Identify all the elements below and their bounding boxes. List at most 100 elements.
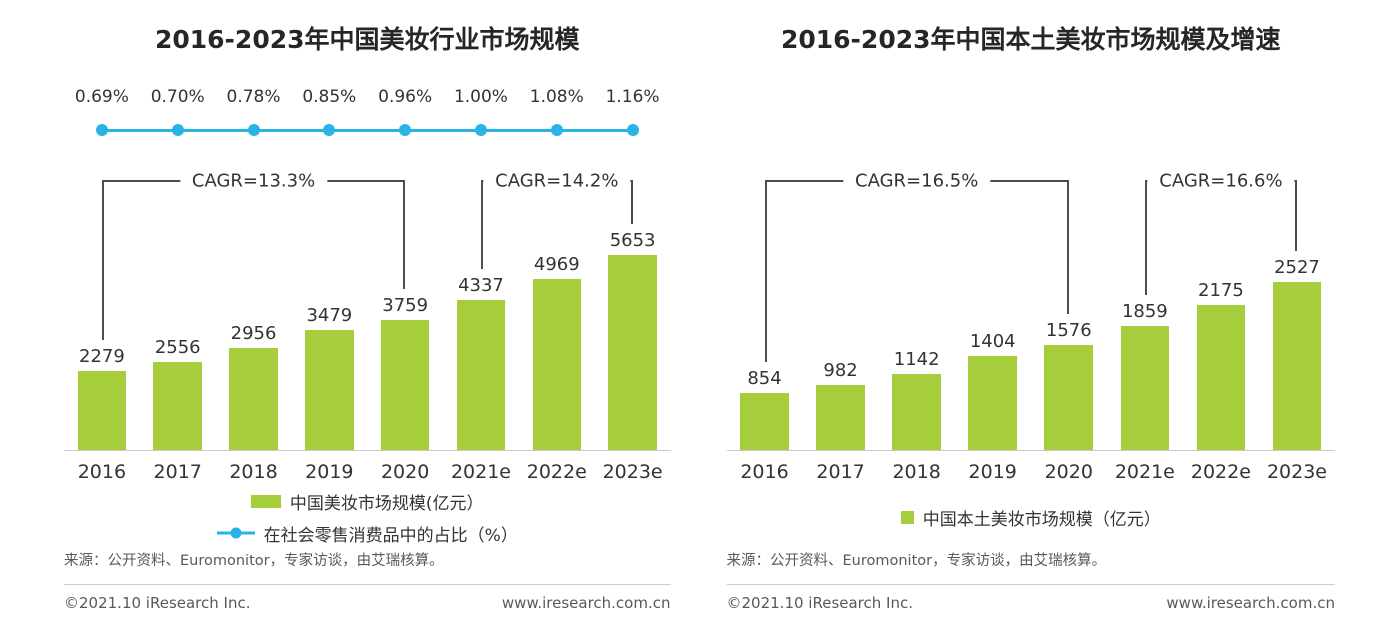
ratio-line-series (727, 110, 1336, 150)
bars-area: 2279 2556 2956 3479 3759 4337 4969 5653 (64, 150, 671, 450)
line-point-cell (519, 124, 595, 136)
bar (1272, 282, 1322, 450)
bar-value-label: 2175 (1198, 280, 1244, 301)
bar-value-label: 1859 (1121, 301, 1168, 322)
bar-column: 2175 (1183, 280, 1259, 450)
bracket-end-right (630, 181, 633, 224)
bar-value-label: 1142 (893, 349, 940, 370)
bar-value-label: 2956 (230, 323, 277, 344)
bar-value-label: 2556 (154, 337, 201, 358)
bar (892, 374, 941, 450)
bar (1044, 345, 1094, 450)
bar-value-label: 4337 (458, 275, 504, 296)
bracket-end-left (101, 181, 104, 340)
x-axis-labels: 2016 2017 2018 2019 2020 2021e 2022e 2023e (64, 451, 671, 484)
line-point-dot (247, 124, 260, 136)
bar-column: 1404 (955, 331, 1031, 450)
x-axis-label: 2018 (229, 461, 278, 483)
bracket-end-left (1144, 181, 1147, 295)
bar-column: 4969 (519, 254, 595, 450)
footer: ©2021.10 iResearch Inc. www.iresearch.co… (64, 584, 671, 612)
bar-column: 3759 (367, 295, 443, 450)
legend-label: 在社会零售消费品中的占比（%） (263, 525, 518, 546)
line-value-labels-row (727, 84, 1336, 110)
bar-swatch-icon (250, 494, 281, 508)
line-point-cell (291, 124, 367, 136)
line-point-dot (171, 124, 184, 136)
bar (740, 393, 789, 450)
legend: 中国美妆市场规模(亿元） 在社会零售消费品中的占比（%） (64, 484, 671, 550)
bar-column: 1859 (1107, 301, 1183, 450)
bar-column: 4337 (443, 275, 519, 450)
x-axis-label: 2019 (968, 461, 1017, 483)
x-axis-label: 2023e (1266, 461, 1327, 483)
bar-value-label: 1576 (1045, 320, 1092, 341)
copyright-text: ©2021.10 iResearch Inc. (64, 594, 251, 612)
bar-column: 2956 (216, 323, 292, 450)
bar (380, 320, 430, 450)
bar (532, 279, 582, 450)
x-axis-label: 2023e (602, 461, 663, 483)
chart-panel-china-domestic-beauty-market: 2016-2023年中国本土美妆市场规模及增速 854 982 1142 1404 15… (691, 0, 1381, 620)
bar (1196, 305, 1246, 450)
chart-title: 2016-2023年中国本土美妆市场规模及增速 (780, 25, 1281, 54)
bar-value-label: 3759 (382, 295, 429, 316)
bracket-end-right (1066, 181, 1069, 314)
line-value-labels-row: 0.69% 0.70% 0.78% 0.85% 0.96% 1.00% 1.08% 1.16% (64, 84, 671, 110)
x-axis-label: 2022e (1190, 461, 1251, 483)
bar (456, 300, 506, 450)
legend-label: 中国美妆市场规模(亿元） (289, 493, 484, 514)
line-value-label: 0.70% (150, 87, 205, 107)
bar-column: 3479 (291, 305, 367, 450)
bar-column: 2279 (64, 346, 140, 450)
bar-column: 2556 (140, 337, 216, 450)
line-point-dot (474, 124, 487, 136)
bar-column: 2527 (1259, 257, 1335, 450)
bar-value-label: 2527 (1274, 257, 1320, 278)
cagr-label: CAGR=16.5% (843, 170, 991, 192)
legend-label: 中国本土美妆市场规模（亿元） (922, 509, 1161, 530)
bar-column: 854 (727, 368, 803, 450)
cagr-bracket: CAGR=16.6% (1144, 170, 1297, 295)
bar-value-label: 5653 (609, 230, 656, 251)
line-point-cell (140, 124, 216, 136)
x-axis-label: 2018 (892, 461, 941, 483)
bars-area: 854 982 1142 1404 1576 1859 2175 2527 (727, 150, 1336, 450)
bar-column: 5653 (595, 230, 671, 450)
bar (608, 255, 657, 450)
bar (77, 371, 127, 450)
bar-column: 1576 (1031, 320, 1107, 450)
x-axis-label: 2016 (77, 461, 127, 483)
line-value-label: 1.16% (605, 87, 660, 107)
line-point-dot (550, 124, 563, 136)
cagr-label: CAGR=16.6% (1147, 170, 1295, 192)
line-point-dot (399, 124, 412, 136)
bar-value-label: 1404 (969, 331, 1016, 352)
line-value-label: 0.78% (226, 87, 281, 107)
line-value-label: 1.08% (529, 87, 584, 107)
bar-column: 982 (803, 360, 879, 450)
line-marker-icon (216, 527, 255, 540)
bar-value-label: 982 (823, 360, 858, 381)
plot-area: 2279 2556 2956 3479 3759 4337 4969 5653 CAGR=13… (64, 150, 671, 451)
line-point-cell (367, 124, 443, 136)
bracket-end-left (764, 181, 767, 362)
legend-item: 中国本土美妆市场规模（亿元） (900, 505, 1161, 530)
cagr-label: CAGR=13.3% (179, 170, 328, 192)
line-point-cell (216, 124, 292, 136)
chart-title: 2016-2023年中国美妆行业市场规模 (154, 25, 580, 54)
plot-area: 854 982 1142 1404 1576 1859 2175 2527 CAGR=16.5… (726, 150, 1336, 451)
bar-swatch-icon (900, 510, 914, 524)
x-axis-label: 2017 (153, 461, 202, 483)
bar-value-label: 854 (747, 368, 782, 389)
x-axis-label: 2016 (740, 461, 789, 483)
cagr-bracket: CAGR=13.3% (101, 170, 406, 340)
x-axis-label: 2020 (1044, 461, 1093, 483)
line-value-label: 0.85% (302, 87, 357, 107)
legend-item: 中国美妆市场规模(亿元） (250, 489, 484, 514)
legend: 中国本土美妆市场规模（亿元） (727, 484, 1336, 550)
bar-value-label: 4969 (533, 254, 580, 275)
copyright-text: ©2021.10 iResearch Inc. (726, 594, 913, 612)
x-axis-label: 2017 (816, 461, 865, 483)
